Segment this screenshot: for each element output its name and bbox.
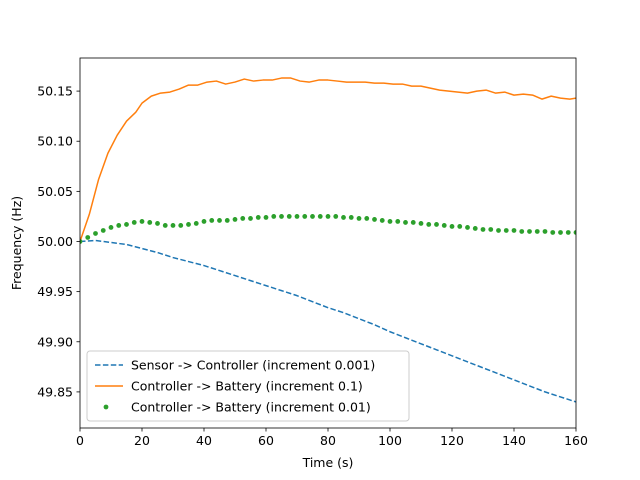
x-tick-label: 40 (196, 433, 212, 448)
data-point (80, 239, 83, 244)
data-point (387, 219, 393, 224)
legend-label: Controller -> Battery (increment 0.01) (131, 400, 371, 415)
data-point (155, 221, 160, 226)
data-point (465, 225, 470, 230)
legend: Sensor -> Controller (increment 0.001) Co… (86, 350, 410, 422)
x-tick-label: 0 (76, 433, 84, 448)
y-tick-label: 50.05 (37, 184, 73, 199)
series-1-line (80, 239, 576, 403)
data-point (550, 230, 556, 235)
data-point (441, 223, 447, 228)
legend-label: Controller -> Battery (increment 0.1) (131, 379, 363, 394)
data-point (263, 215, 269, 220)
legend-box (86, 350, 410, 422)
data-point (519, 229, 525, 234)
data-point (348, 215, 354, 220)
y-tick-label: 49.95 (37, 284, 73, 299)
data-point (186, 222, 191, 227)
data-point (209, 218, 215, 223)
data-point (333, 214, 339, 219)
data-point (480, 227, 486, 232)
y-tick-label: 50.10 (37, 134, 73, 149)
data-point (534, 229, 540, 234)
data-point (449, 224, 455, 229)
y-tick-label: 49.85 (37, 384, 73, 399)
data-point (565, 230, 571, 235)
data-point (271, 214, 277, 219)
data-point (410, 220, 416, 225)
data-point (279, 214, 284, 219)
data-point (116, 223, 122, 228)
data-point (317, 214, 323, 219)
data-point (356, 216, 362, 221)
x-tick-label: 120 (440, 433, 464, 448)
series-3-markers (80, 214, 576, 244)
data-point (201, 219, 207, 224)
axes: 0 20 40 60 80 100 120 140 160 49.85 49.90 49.95 50.0… (37, 57, 588, 448)
data-point (364, 216, 370, 221)
data-point (85, 235, 91, 240)
data-point (403, 220, 408, 225)
x-tick-label: 160 (564, 433, 588, 448)
x-tick-label: 20 (134, 433, 150, 448)
data-point (224, 218, 230, 223)
y-tick-label: 50.15 (37, 84, 73, 99)
plot-area (80, 77, 576, 403)
legend-marker (103, 404, 109, 410)
data-point (341, 215, 346, 220)
data-point (302, 214, 308, 219)
data-point (294, 214, 300, 219)
y-axis-label: Frequency (Hz) (9, 196, 24, 290)
data-point (372, 217, 377, 222)
x-tick-label: 100 (378, 433, 402, 448)
data-point (131, 220, 137, 225)
data-point (542, 229, 548, 234)
data-point (395, 219, 401, 224)
data-point (325, 214, 331, 219)
data-point (418, 221, 424, 226)
y-tick-label: 49.90 (37, 334, 73, 349)
data-point (511, 228, 517, 233)
data-point (217, 218, 222, 223)
data-point (100, 228, 106, 233)
data-point (496, 228, 501, 233)
data-point (93, 231, 98, 236)
data-point (434, 222, 439, 227)
data-point (124, 222, 129, 227)
data-point (240, 216, 246, 221)
data-point (503, 228, 509, 233)
data-point (170, 223, 176, 228)
series-group (80, 77, 576, 403)
x-tick-label: 60 (258, 433, 274, 448)
data-point (488, 227, 494, 232)
legend-label: Sensor -> Controller (increment 0.001) (131, 358, 375, 373)
data-point (248, 216, 253, 221)
x-tick-label: 140 (502, 433, 526, 448)
data-point (232, 217, 238, 222)
data-point (286, 214, 292, 219)
data-point (139, 219, 145, 224)
data-point (147, 220, 153, 225)
data-point (472, 226, 478, 231)
data-point (379, 218, 385, 223)
x-axis-label: Time (s) (302, 455, 354, 470)
data-point (573, 230, 576, 235)
data-point (108, 225, 114, 230)
data-point (558, 230, 563, 235)
data-point (255, 215, 261, 220)
x-tick-label: 80 (320, 433, 336, 448)
data-point (178, 223, 184, 228)
data-point (457, 224, 463, 229)
data-point (310, 214, 315, 219)
y-tick-label: 50.00 (37, 234, 73, 249)
data-point (426, 222, 432, 227)
data-point (162, 223, 168, 228)
data-point (527, 229, 532, 234)
data-point (193, 221, 199, 226)
series-2-line (80, 77, 576, 242)
